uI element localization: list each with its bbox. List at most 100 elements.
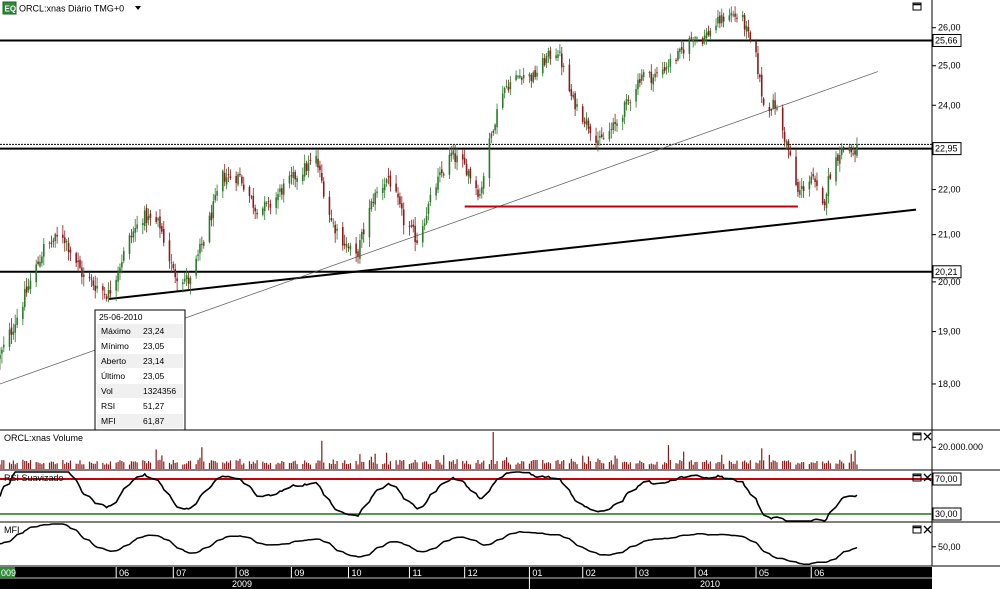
volume-bar[interactable] [41,464,43,469]
volume-bar[interactable] [197,459,199,469]
candle-body[interactable] [827,176,830,196]
candle-body[interactable] [568,64,571,92]
candle-body[interactable] [223,172,226,182]
candle-body[interactable] [709,30,712,37]
volume-bar[interactable] [681,461,683,469]
candle-body[interactable] [105,296,108,300]
volume-bar[interactable] [664,462,666,469]
candle-body[interactable] [52,240,55,242]
candle-body[interactable] [559,51,561,53]
candle-body[interactable] [90,278,93,280]
candle-body[interactable] [522,75,525,79]
volume-bar[interactable] [454,464,456,469]
volume-bar[interactable] [745,462,748,469]
volume-bar[interactable] [12,460,14,469]
candle-body[interactable] [130,236,133,238]
candle-body[interactable] [572,94,575,98]
candle-body[interactable] [376,191,378,194]
candle-body[interactable] [783,131,786,142]
candle-body[interactable] [332,222,335,224]
candle-body[interactable] [96,285,98,289]
pane-controls[interactable] [912,432,932,534]
candle-body[interactable] [408,225,411,227]
candle-body[interactable] [134,228,137,233]
volume-bar[interactable] [14,464,16,469]
volume-bar[interactable] [370,456,372,469]
candle-body[interactable] [212,201,215,219]
candle-body[interactable] [39,261,41,267]
volume-bar[interactable] [736,460,738,469]
candle-body[interactable] [202,241,205,246]
volume-bar[interactable] [296,464,298,469]
candle-body[interactable] [315,155,317,164]
candle-body[interactable] [494,124,496,131]
volume-bar[interactable] [810,462,812,469]
candle-body[interactable] [837,154,839,161]
volume-bar[interactable] [424,461,426,469]
candle-body[interactable] [536,72,538,77]
volume-bar[interactable] [3,460,5,469]
volume-bar[interactable] [532,460,534,469]
candle-body[interactable] [199,243,201,254]
candle-body[interactable] [143,210,146,226]
candle-body[interactable] [454,153,456,162]
candle-body[interactable] [629,102,632,104]
candle-body[interactable] [317,158,319,168]
candle-body[interactable] [490,133,493,139]
volume-bar[interactable] [768,454,770,469]
candle-body[interactable] [747,26,750,32]
volume-bar[interactable] [330,463,332,469]
volume-bar[interactable] [785,461,788,469]
volume-bar[interactable] [450,461,452,469]
volume-bar[interactable] [464,463,466,469]
volume-bar[interactable] [799,463,801,469]
close-icon[interactable] [923,473,932,482]
candle-body[interactable] [781,107,784,131]
candle-body[interactable] [12,331,15,335]
candle-body[interactable] [728,15,731,21]
volume-bar[interactable] [277,462,279,469]
candle-body[interactable] [168,240,171,262]
volume-bar[interactable] [669,460,671,469]
candle-body[interactable] [825,194,828,209]
candle-body[interactable] [248,187,251,196]
volume-bar[interactable] [208,462,211,469]
volume-bar[interactable] [443,455,445,469]
candle-body[interactable] [361,231,363,240]
volume-bar[interactable] [641,461,643,469]
candle-body[interactable] [549,50,552,60]
candle-body[interactable] [275,197,277,208]
candle-body[interactable] [688,38,691,54]
volume-bar[interactable] [643,463,645,469]
candle-body[interactable] [461,154,464,160]
candle-body[interactable] [492,131,495,133]
candle-body[interactable] [187,277,190,284]
candle-body[interactable] [528,73,531,77]
volume-bar[interactable] [189,460,192,469]
volume-bar[interactable] [694,462,696,469]
volume-bar[interactable] [494,463,496,469]
volume-bar[interactable] [67,462,70,469]
candle-body[interactable] [774,100,776,109]
candle-body[interactable] [587,120,590,129]
candle-body[interactable] [520,77,523,80]
candle-body[interactable] [334,224,336,234]
volume-bar[interactable] [744,460,746,469]
candle-body[interactable] [755,40,757,53]
volume-bar[interactable] [843,463,845,469]
volume-bar[interactable] [469,464,471,469]
volume-bar[interactable] [109,461,112,469]
volume-bar[interactable] [812,462,814,469]
candle-body[interactable] [816,180,818,187]
candle-body[interactable] [599,136,601,138]
volume-bar[interactable] [237,460,239,469]
candle-body[interactable] [612,122,615,130]
candle-body[interactable] [435,187,437,196]
candle-body[interactable] [560,53,563,68]
volume-bar[interactable] [119,460,121,469]
volume-bar[interactable] [679,460,681,469]
candle-body[interactable] [501,93,504,108]
volume-bar[interactable] [734,463,736,469]
mfi-pane[interactable]: MFI 50,00 [0,523,961,565]
